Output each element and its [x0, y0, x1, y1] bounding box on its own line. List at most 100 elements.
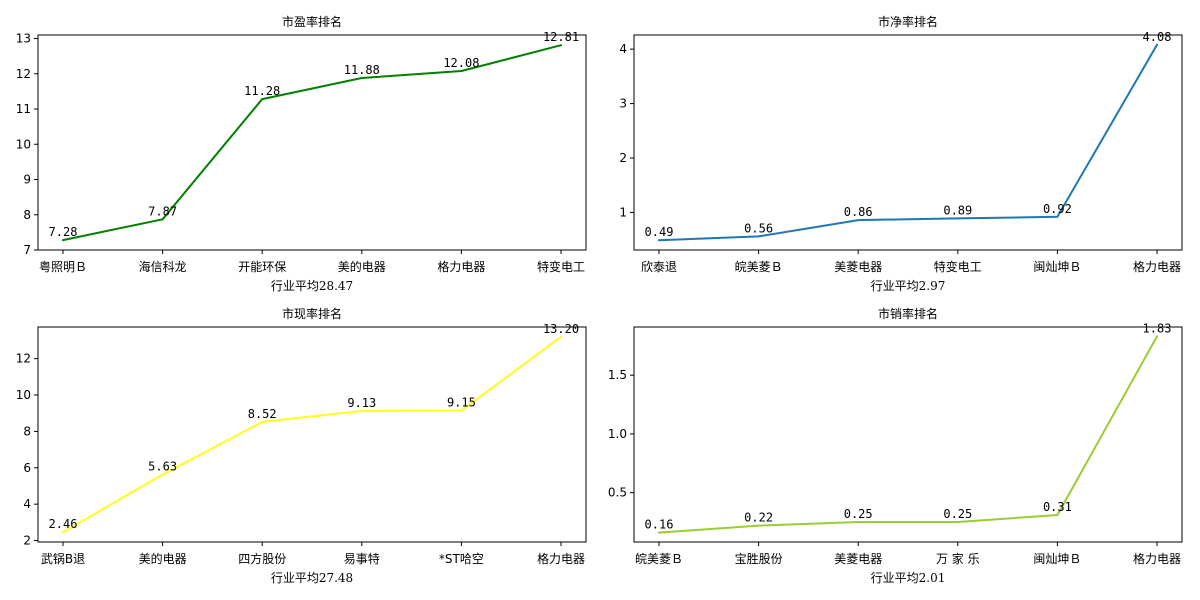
y-tick-label: 10: [16, 137, 31, 151]
x-tick-label: 格力电器: [1133, 551, 1181, 566]
data-label: 11.88: [344, 63, 380, 77]
x-tick-label: 欣泰退: [641, 260, 677, 274]
data-point: [658, 531, 660, 534]
y-tick-label: 2: [23, 534, 31, 548]
plot-frame: [633, 34, 1183, 251]
data-point: [857, 219, 860, 222]
x-axis-label: 行业平均27.48: [271, 571, 353, 585]
x-tick-label: 闽灿坤Ｂ: [1033, 259, 1081, 274]
chart-panel-4: 市销率排名 0.5 1.0 1.5 皖美菱Ｂ 宝胜股份 美菱电器 万 家 乐 闽灿坤Ｂ 格力电器行…: [608, 306, 1183, 585]
y-tick-label: 0.5: [608, 486, 627, 500]
y-tick-label: 10: [16, 388, 31, 402]
x-axis-label: 行业平均2.97: [871, 279, 946, 293]
data-point: [956, 217, 959, 220]
y-tick-label: 7: [23, 243, 31, 257]
y-tick-label: 4: [619, 42, 627, 56]
x-tick-label: *ST哈空: [439, 552, 484, 566]
data-point: [460, 409, 463, 412]
data-point: [956, 521, 959, 524]
data-label: 8.52: [248, 407, 277, 421]
x-tick-label: 格力电器: [437, 259, 485, 274]
x-tick-label: 美菱电器: [834, 260, 882, 274]
data-label: 12.81: [543, 30, 579, 44]
data-point: [560, 335, 562, 338]
data-point: [1156, 43, 1158, 46]
y-tick-label: 8: [23, 208, 31, 222]
plot-frame: [37, 34, 587, 251]
chart-title: 市净率排名: [878, 14, 938, 29]
data-label: 9.13: [347, 396, 376, 410]
chart-panel-3: 市现率排名 2 4 6 8 10 12 武锅B退 美的电器 四方股份 易事特 *ST哈空 格力电器行业平…: [16, 306, 587, 585]
data-point: [360, 77, 363, 79]
x-tick-label: 美菱电器: [834, 552, 882, 566]
y-tick-label: 1.5: [608, 368, 627, 382]
y-tick-label: 8: [23, 424, 31, 438]
x-tick-label: 皖美菱Ｂ: [635, 552, 683, 566]
data-point: [62, 531, 64, 534]
data-label: 0.49: [645, 225, 674, 239]
x-tick-label: 海信科龙: [139, 259, 187, 274]
y-tick-label: 6: [23, 461, 31, 475]
x-tick-label: 美的电器: [139, 551, 187, 566]
data-label: 0.25: [943, 507, 972, 521]
data-label: 7.87: [148, 204, 177, 218]
y-tick-label: 4: [23, 497, 31, 511]
data-point: [658, 239, 660, 242]
data-label: 5.63: [148, 460, 177, 474]
x-tick-label: 格力电器: [537, 551, 585, 566]
x-tick-label: 宝胜股份: [735, 551, 783, 566]
series-line: [62, 335, 562, 534]
y-tick-label: 1.0: [608, 427, 627, 441]
data-label: 0.22: [744, 511, 773, 525]
x-tick-label: 特变电工: [537, 259, 585, 274]
data-label: 0.56: [744, 221, 773, 235]
data-point: [161, 473, 164, 476]
data-label: 0.31: [1043, 500, 1072, 514]
data-point: [757, 524, 760, 527]
x-axis-label: 行业平均2.01: [871, 571, 946, 585]
y-tick-label: 1: [619, 205, 627, 219]
data-label: 1.83: [1143, 321, 1172, 335]
plot-frame: [37, 326, 587, 543]
data-point: [460, 69, 463, 72]
data-point: [360, 409, 363, 412]
plot-frame: [633, 326, 1183, 543]
data-label: 13.20: [543, 322, 579, 336]
y-tick-label: 12: [16, 67, 31, 81]
y-tick-label: 9: [23, 173, 31, 187]
y-tick-label: 13: [16, 32, 31, 46]
data-label: 0.89: [943, 203, 972, 217]
x-axis-label: 行业平均28.47: [271, 279, 353, 293]
data-point: [1056, 513, 1059, 516]
x-tick-label: 闽灿坤Ｂ: [1033, 551, 1081, 566]
data-label: 0.86: [844, 205, 873, 219]
data-label: 2.46: [49, 517, 78, 531]
data-label: 0.92: [1043, 202, 1072, 216]
data-label: 12.08: [443, 56, 479, 70]
data-label: 7.28: [49, 225, 78, 239]
data-label: 11.28: [244, 84, 280, 98]
data-point: [560, 44, 562, 47]
data-point: [1156, 335, 1158, 338]
x-tick-label: 易事特: [344, 551, 380, 566]
x-tick-label: 美的电器: [338, 259, 386, 274]
y-tick-label: 2: [619, 151, 627, 165]
data-label: 9.15: [447, 395, 476, 409]
series-line: [658, 43, 1158, 242]
chart-panel-1: 市盈率排名 7 8 9 10 11 12 13 粤照明Ｂ 海信科龙 开能环保 美的电器 格力电器 特变电工…: [16, 14, 587, 293]
y-tick-label: 11: [16, 102, 31, 116]
x-tick-label: 武锅B退: [41, 551, 85, 566]
chart-title: 市盈率排名: [282, 14, 342, 29]
data-label: 4.08: [1143, 30, 1172, 44]
x-tick-label: 万 家 乐: [936, 551, 980, 566]
data-label: 0.25: [844, 507, 873, 521]
series-line: [62, 44, 562, 242]
x-tick-label: 四方股份: [238, 551, 286, 566]
data-point: [261, 420, 264, 423]
data-point: [161, 218, 164, 221]
x-tick-label: 格力电器: [1133, 259, 1181, 274]
chart-title: 市销率排名: [878, 306, 938, 321]
data-point: [857, 521, 860, 524]
data-point: [261, 98, 264, 101]
